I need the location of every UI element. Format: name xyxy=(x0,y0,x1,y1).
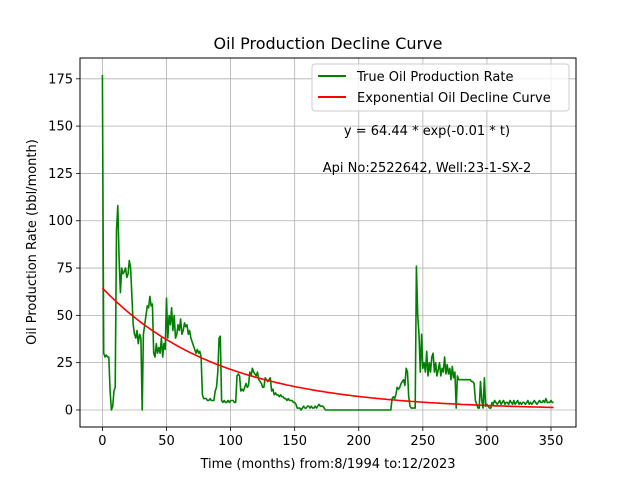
true-production-line xyxy=(101,74,554,411)
plot-area xyxy=(80,58,576,427)
series-layer xyxy=(101,74,554,411)
x-tick-label: 200 xyxy=(346,434,371,449)
x-tick-label: 100 xyxy=(218,434,243,449)
y-tick-label: 100 xyxy=(48,214,73,229)
x-tick-label: 300 xyxy=(475,434,500,449)
chart-title: Oil Production Decline Curve xyxy=(214,34,443,53)
x-axis-label: Time (months) from:8/1994 to:12/2023 xyxy=(199,457,455,472)
plot-frame xyxy=(79,57,577,428)
well-annotation: Api No:2522642, Well:23-1-SX-2 xyxy=(323,161,531,176)
x-tick-label: 150 xyxy=(282,434,307,449)
y-tick-label: 25 xyxy=(56,356,73,371)
y-axis-label: Oil Production Rate (bbl/month) xyxy=(25,139,40,345)
equation-annotation: y = 64.44 * exp(-0.01 * t) xyxy=(344,124,510,139)
x-tick-label: 250 xyxy=(410,434,435,449)
y-tick-label: 0 xyxy=(65,403,73,418)
y-tick-label: 175 xyxy=(48,72,73,87)
y-tick-label: 125 xyxy=(48,167,73,182)
legend-box xyxy=(311,63,570,112)
axis-ticks: 0 50 100 150 200 250 300 350 0 25 50 75 100 125 150 175 xyxy=(48,72,563,449)
grid-lines xyxy=(80,58,576,427)
exponential-decline-line xyxy=(101,287,554,409)
x-tick-label: 0 xyxy=(98,434,106,449)
legend-label-decline-curve: Exponential Oil Decline Curve xyxy=(357,91,551,106)
legend: True Oil Production Rate Exponential Oil… xyxy=(311,63,570,112)
y-tick-label: 75 xyxy=(56,262,73,277)
x-tick-label: 350 xyxy=(539,434,564,449)
y-tick-label: 150 xyxy=(48,120,73,135)
x-tick-label: 50 xyxy=(158,434,175,449)
legend-label-true-rate: True Oil Production Rate xyxy=(356,70,513,85)
y-tick-label: 50 xyxy=(56,309,73,324)
